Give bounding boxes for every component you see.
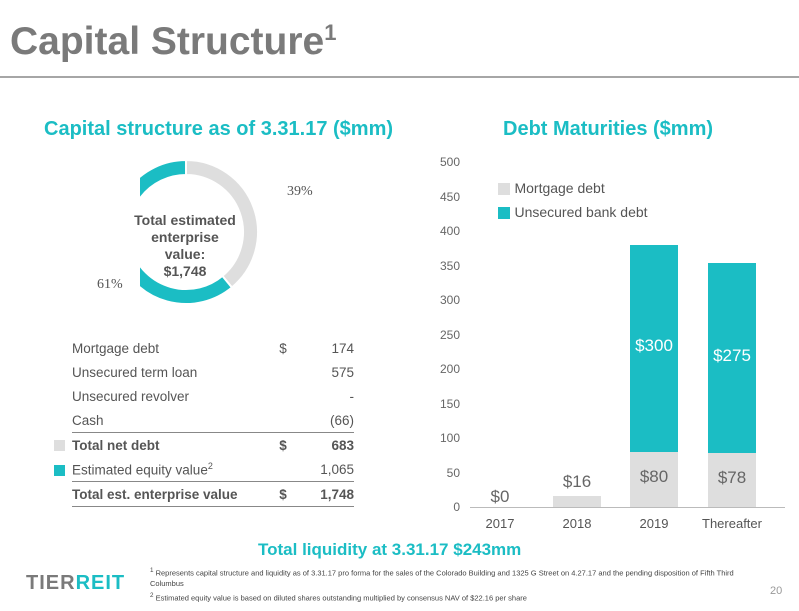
- y-tick-label: 350: [439, 258, 460, 273]
- row-label: Total est. enterprise value: [72, 481, 268, 507]
- row-value: 683: [331, 437, 354, 453]
- mortgage-swatch-icon: [54, 440, 65, 452]
- row-value: 1,748: [298, 481, 354, 507]
- row-value: -: [349, 388, 355, 404]
- title-divider: [0, 76, 799, 78]
- equity-swatch-icon: [54, 464, 65, 476]
- table-row: Cash (66): [54, 408, 354, 433]
- y-tick-label: 250: [439, 327, 460, 342]
- x-tick-label: 2017: [485, 516, 515, 531]
- legend-unsecured-swatch-icon: [498, 206, 510, 219]
- x-axis-line: [470, 507, 785, 508]
- row-currency: [268, 408, 298, 433]
- y-tick-label: 150: [439, 396, 460, 411]
- x-tick-label: Thereafter: [702, 516, 762, 531]
- y-tick-label: 500: [439, 155, 460, 169]
- y-tick-label: 50: [446, 465, 460, 480]
- table-row: Mortgage debt $ 174: [54, 336, 354, 360]
- row-value: 174: [331, 340, 354, 356]
- bar-data-label: $0: [490, 487, 510, 506]
- bar-segment: [708, 263, 756, 454]
- row-currency: [268, 360, 298, 384]
- row-label: Total net debt: [72, 437, 160, 453]
- bar-data-label: $16: [562, 471, 592, 491]
- title-footnote-marker: 1: [324, 20, 337, 45]
- debt-maturities-title: Debt Maturities ($mm): [503, 118, 714, 140]
- table-row: Total net debt $ 683: [54, 433, 354, 458]
- bar-segment: [708, 453, 756, 507]
- row-label: Unsecured revolver: [72, 388, 190, 404]
- row-currency: [268, 457, 298, 482]
- row-value: 1,065: [298, 457, 354, 482]
- footnote-2: 2 Estimated equity value is based on dil…: [150, 591, 527, 603]
- row-value: 575: [331, 364, 354, 380]
- table-row: Unsecured term loan 575: [54, 360, 354, 384]
- legend-mortgage-label: Mortgage debt: [514, 180, 605, 196]
- page-number: 20: [770, 585, 783, 597]
- row-currency: $: [268, 481, 298, 507]
- table-row: Estimated equity value2 1,065: [54, 457, 354, 482]
- bar-data-label: $78: [717, 468, 747, 488]
- row-currency: $: [279, 437, 287, 453]
- y-tick-label: 450: [439, 189, 460, 204]
- row-label: Mortgage debt: [72, 340, 160, 356]
- y-tick-label: 200: [439, 362, 460, 376]
- bar-data-label: $300: [635, 336, 673, 356]
- donut-chart: [140, 158, 259, 305]
- legend-item-mortgage: Mortgage debt: [498, 180, 605, 198]
- row-label: Unsecured term loan: [72, 364, 198, 380]
- row-currency: $: [279, 340, 287, 356]
- tier-reit-logo: TIERREIT: [26, 572, 126, 594]
- y-tick-label: 100: [439, 431, 460, 445]
- row-label: Cash: [72, 408, 268, 433]
- footnote-1: 1 Represents capital structure and liqui…: [150, 567, 734, 588]
- bar-data-label: $275: [713, 346, 751, 366]
- y-tick-label: 300: [439, 293, 460, 307]
- row-currency: [268, 384, 298, 408]
- donut-center-label: Total estimated enterprise value: $1,748: [134, 212, 236, 279]
- y-tick-label: 400: [439, 224, 460, 238]
- bar-segment: [630, 244, 678, 452]
- footnotes: 1 Represents capital structure and liqui…: [150, 566, 760, 603]
- legend-item-unsecured: Unsecured bank debt: [498, 204, 648, 222]
- y-tick-label: 0: [453, 500, 460, 514]
- bar-segment: [630, 451, 678, 507]
- bar-segment: [553, 495, 601, 507]
- capital-structure-title: Capital structure as of 3.31.17 ($mm): [44, 118, 394, 140]
- donut-slice: [140, 158, 234, 305]
- capital-structure-table: Mortgage debt $ 174 Unsecured term loan …: [54, 336, 354, 507]
- liquidity-callout: Total liquidity at 3.31.17 $243mm: [258, 540, 522, 559]
- legend-unsecured-label: Unsecured bank debt: [514, 204, 648, 220]
- row-label: Estimated equity value2: [72, 457, 268, 482]
- x-tick-label: 2018: [562, 516, 592, 531]
- table-row: Unsecured revolver -: [54, 384, 354, 408]
- donut-slice-label-mortgage-share: 39%: [287, 184, 313, 199]
- row-value: (66): [298, 408, 354, 433]
- legend-mortgage-swatch-icon: [498, 182, 510, 195]
- table-row: Total est. enterprise value $ 1,748: [54, 481, 354, 507]
- donut-slice-label-equity-share: 61%: [97, 277, 123, 292]
- page-title: Capital Structure1: [10, 20, 337, 63]
- x-tick-label: 2019: [639, 516, 669, 531]
- bar-data-label: $80: [639, 467, 669, 487]
